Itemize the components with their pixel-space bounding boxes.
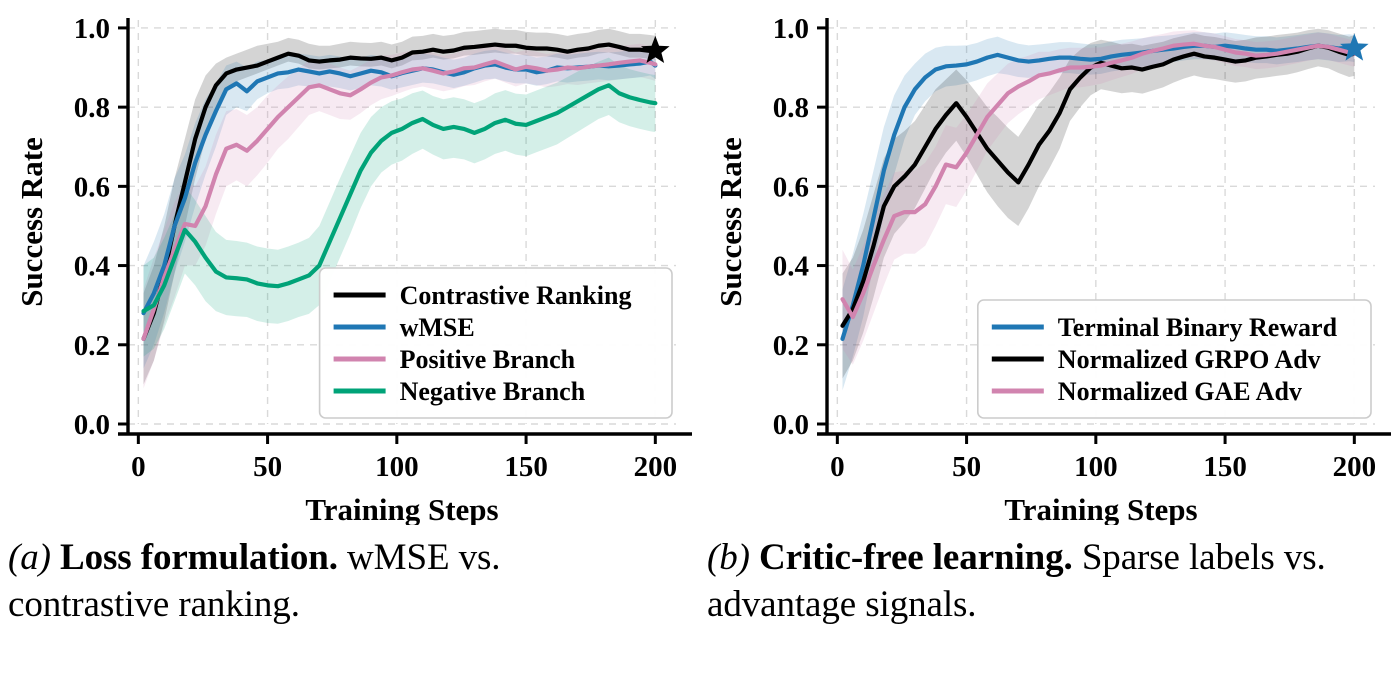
series-lines: [840, 41, 1357, 341]
series-markers: [641, 35, 670, 64]
chart-b: 0.0 0.2 0.4 0.6 0.8 1.0 0 50 100 150 200 Training S…: [713, 13, 1391, 525]
y-tick-label: 0.2: [773, 330, 809, 362]
series-markers: [1340, 33, 1369, 61]
caption-a: (a) Loss formulation. wMSE vs. contrasti…: [8, 534, 668, 629]
confidence-band: [143, 43, 656, 389]
y-tick-label: 0.0: [74, 409, 110, 441]
y-tick-label: 0.4: [74, 251, 110, 283]
y-tick-label: 0.8: [773, 92, 809, 124]
y-axis-title: Success Rate: [713, 137, 748, 307]
legend-label: Positive Branch: [400, 345, 576, 374]
confidence-bands: [842, 28, 1355, 391]
caption-a-rest: wMSE vs. contrastive ranking.: [8, 537, 501, 626]
x-tick-label: 50: [952, 451, 981, 483]
axes: [118, 18, 692, 436]
tick-marks: 0.0 0.2 0.4 0.6 0.8 1.0 0 50 100 150 200: [773, 13, 1376, 483]
series-line: [141, 83, 658, 314]
y-tick-label: 0.2: [74, 330, 110, 362]
x-tick-label: 150: [1203, 451, 1247, 483]
legend-label: Terminal Binary Reward: [1058, 313, 1338, 342]
legend-box: [318, 267, 673, 419]
legend-label: Normalized GAE Adv: [1058, 377, 1302, 406]
x-axis-title: Training Steps: [1004, 492, 1197, 525]
plot-area-b: 0.0 0.2 0.4 0.6 0.8 1.0 0 50 100 150 200 Training S…: [699, 0, 1398, 525]
x-tick-label: 200: [1333, 451, 1377, 483]
confidence-bands: [143, 28, 656, 389]
legend-label: Contrastive Ranking: [400, 281, 632, 310]
caption-b-rest: Sparse labels vs. advantage signals.: [707, 537, 1326, 626]
x-tick-label: 200: [634, 451, 678, 483]
confidence-band: [143, 47, 656, 369]
tick-marks: 0.0 0.2 0.4 0.6 0.8 1.0 0 50 100 150 200: [74, 13, 677, 483]
x-tick-label: 150: [504, 451, 548, 483]
figure-panel-a: 0.0 0.2 0.4 0.6 0.8 1.0 0 50 100 150 200 Training S…: [0, 0, 699, 629]
chart-legend: Contrastive Ranking wMSE Positive Branch Ne…: [318, 267, 673, 419]
best-run-star-marker: [1340, 33, 1369, 61]
caption-a-tag: (a): [8, 537, 51, 578]
y-tick-label: 0.6: [74, 171, 110, 203]
y-tick-label: 0.0: [773, 409, 809, 441]
figure-panel-b: 0.0 0.2 0.4 0.6 0.8 1.0 0 50 100 150 200 Training S…: [699, 0, 1398, 680]
x-tick-label: 50: [253, 451, 282, 483]
y-tick-label: 0.8: [74, 92, 110, 124]
x-tick-label: 100: [375, 451, 419, 483]
x-tick-label: 0: [830, 451, 845, 483]
legend-label: Negative Branch: [400, 377, 586, 406]
best-run-star-marker: [641, 35, 670, 64]
series-lines: [141, 42, 658, 341]
y-axis-title: Success Rate: [14, 137, 49, 307]
chart-a: 0.0 0.2 0.4 0.6 0.8 1.0 0 50 100 150 200 Training S…: [14, 13, 692, 525]
axes: [817, 18, 1391, 436]
legend-label: wMSE: [400, 313, 475, 342]
grid-lines: [128, 20, 676, 425]
y-tick-label: 0.4: [773, 251, 809, 283]
legend-box: [976, 299, 1372, 419]
chart-legend: Terminal Binary Reward Normalized GRPO Ad…: [976, 299, 1372, 419]
y-tick-label: 0.6: [773, 171, 809, 203]
y-tick-label: 1.0: [74, 13, 110, 45]
series-line: [840, 43, 1357, 341]
plot-area-a: 0.0 0.2 0.4 0.6 0.8 1.0 0 50 100 150 200 Training S…: [0, 0, 699, 525]
x-tick-label: 100: [1074, 451, 1118, 483]
x-tick-label: 0: [131, 451, 146, 483]
x-axis-title: Training Steps: [305, 492, 498, 525]
y-tick-label: 1.0: [773, 13, 809, 45]
legend-label: Normalized GRPO Adv: [1058, 345, 1321, 374]
caption-b-bold: Critic-free learning.: [759, 537, 1073, 578]
series-line: [141, 42, 658, 341]
confidence-band: [842, 30, 1355, 365]
caption-a-bold: Loss formulation.: [60, 537, 338, 578]
confidence-band: [143, 57, 656, 357]
caption-b-tag: (b): [707, 537, 750, 578]
confidence-band: [842, 28, 1355, 379]
series-line: [141, 58, 658, 341]
series-line: [840, 41, 1357, 320]
caption-b: (b) Critic-free learning. Sparse labels …: [707, 534, 1367, 629]
